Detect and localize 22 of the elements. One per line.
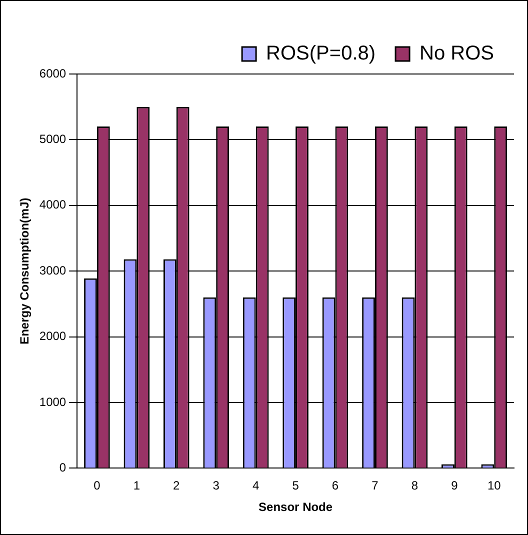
x-tick-label: 10 [487, 478, 502, 493]
legend-label: No ROS [420, 42, 494, 65]
x-tick-label: 1 [133, 478, 140, 493]
y-tick-label: 0 [59, 460, 66, 475]
y-tick-label: 2000 [39, 329, 66, 344]
x-tick-label: 6 [332, 478, 339, 493]
x-tick-label: 8 [411, 478, 418, 493]
x-axis-title: Sensor Node [258, 500, 333, 514]
y-tick-label: 1000 [39, 394, 66, 409]
y-tick-label: 4000 [39, 198, 66, 212]
legend-label: ROS(P=0.8) [266, 42, 376, 65]
x-tick-label: 3 [212, 478, 220, 493]
y-tick-label: 5000 [39, 132, 66, 146]
x-tick-label: 5 [292, 478, 300, 493]
x-tick-label: 0 [94, 478, 101, 493]
x-tick-label: 9 [451, 478, 458, 493]
y-axis-title: Energy Consumption(mJ) [18, 198, 32, 344]
x-tick-label: 7 [372, 478, 379, 493]
x-tick-label: 4 [252, 478, 260, 493]
x-tick-label: 2 [173, 478, 180, 493]
y-tick-label: 6000 [39, 66, 66, 80]
y-tick-label: 3000 [39, 263, 66, 278]
